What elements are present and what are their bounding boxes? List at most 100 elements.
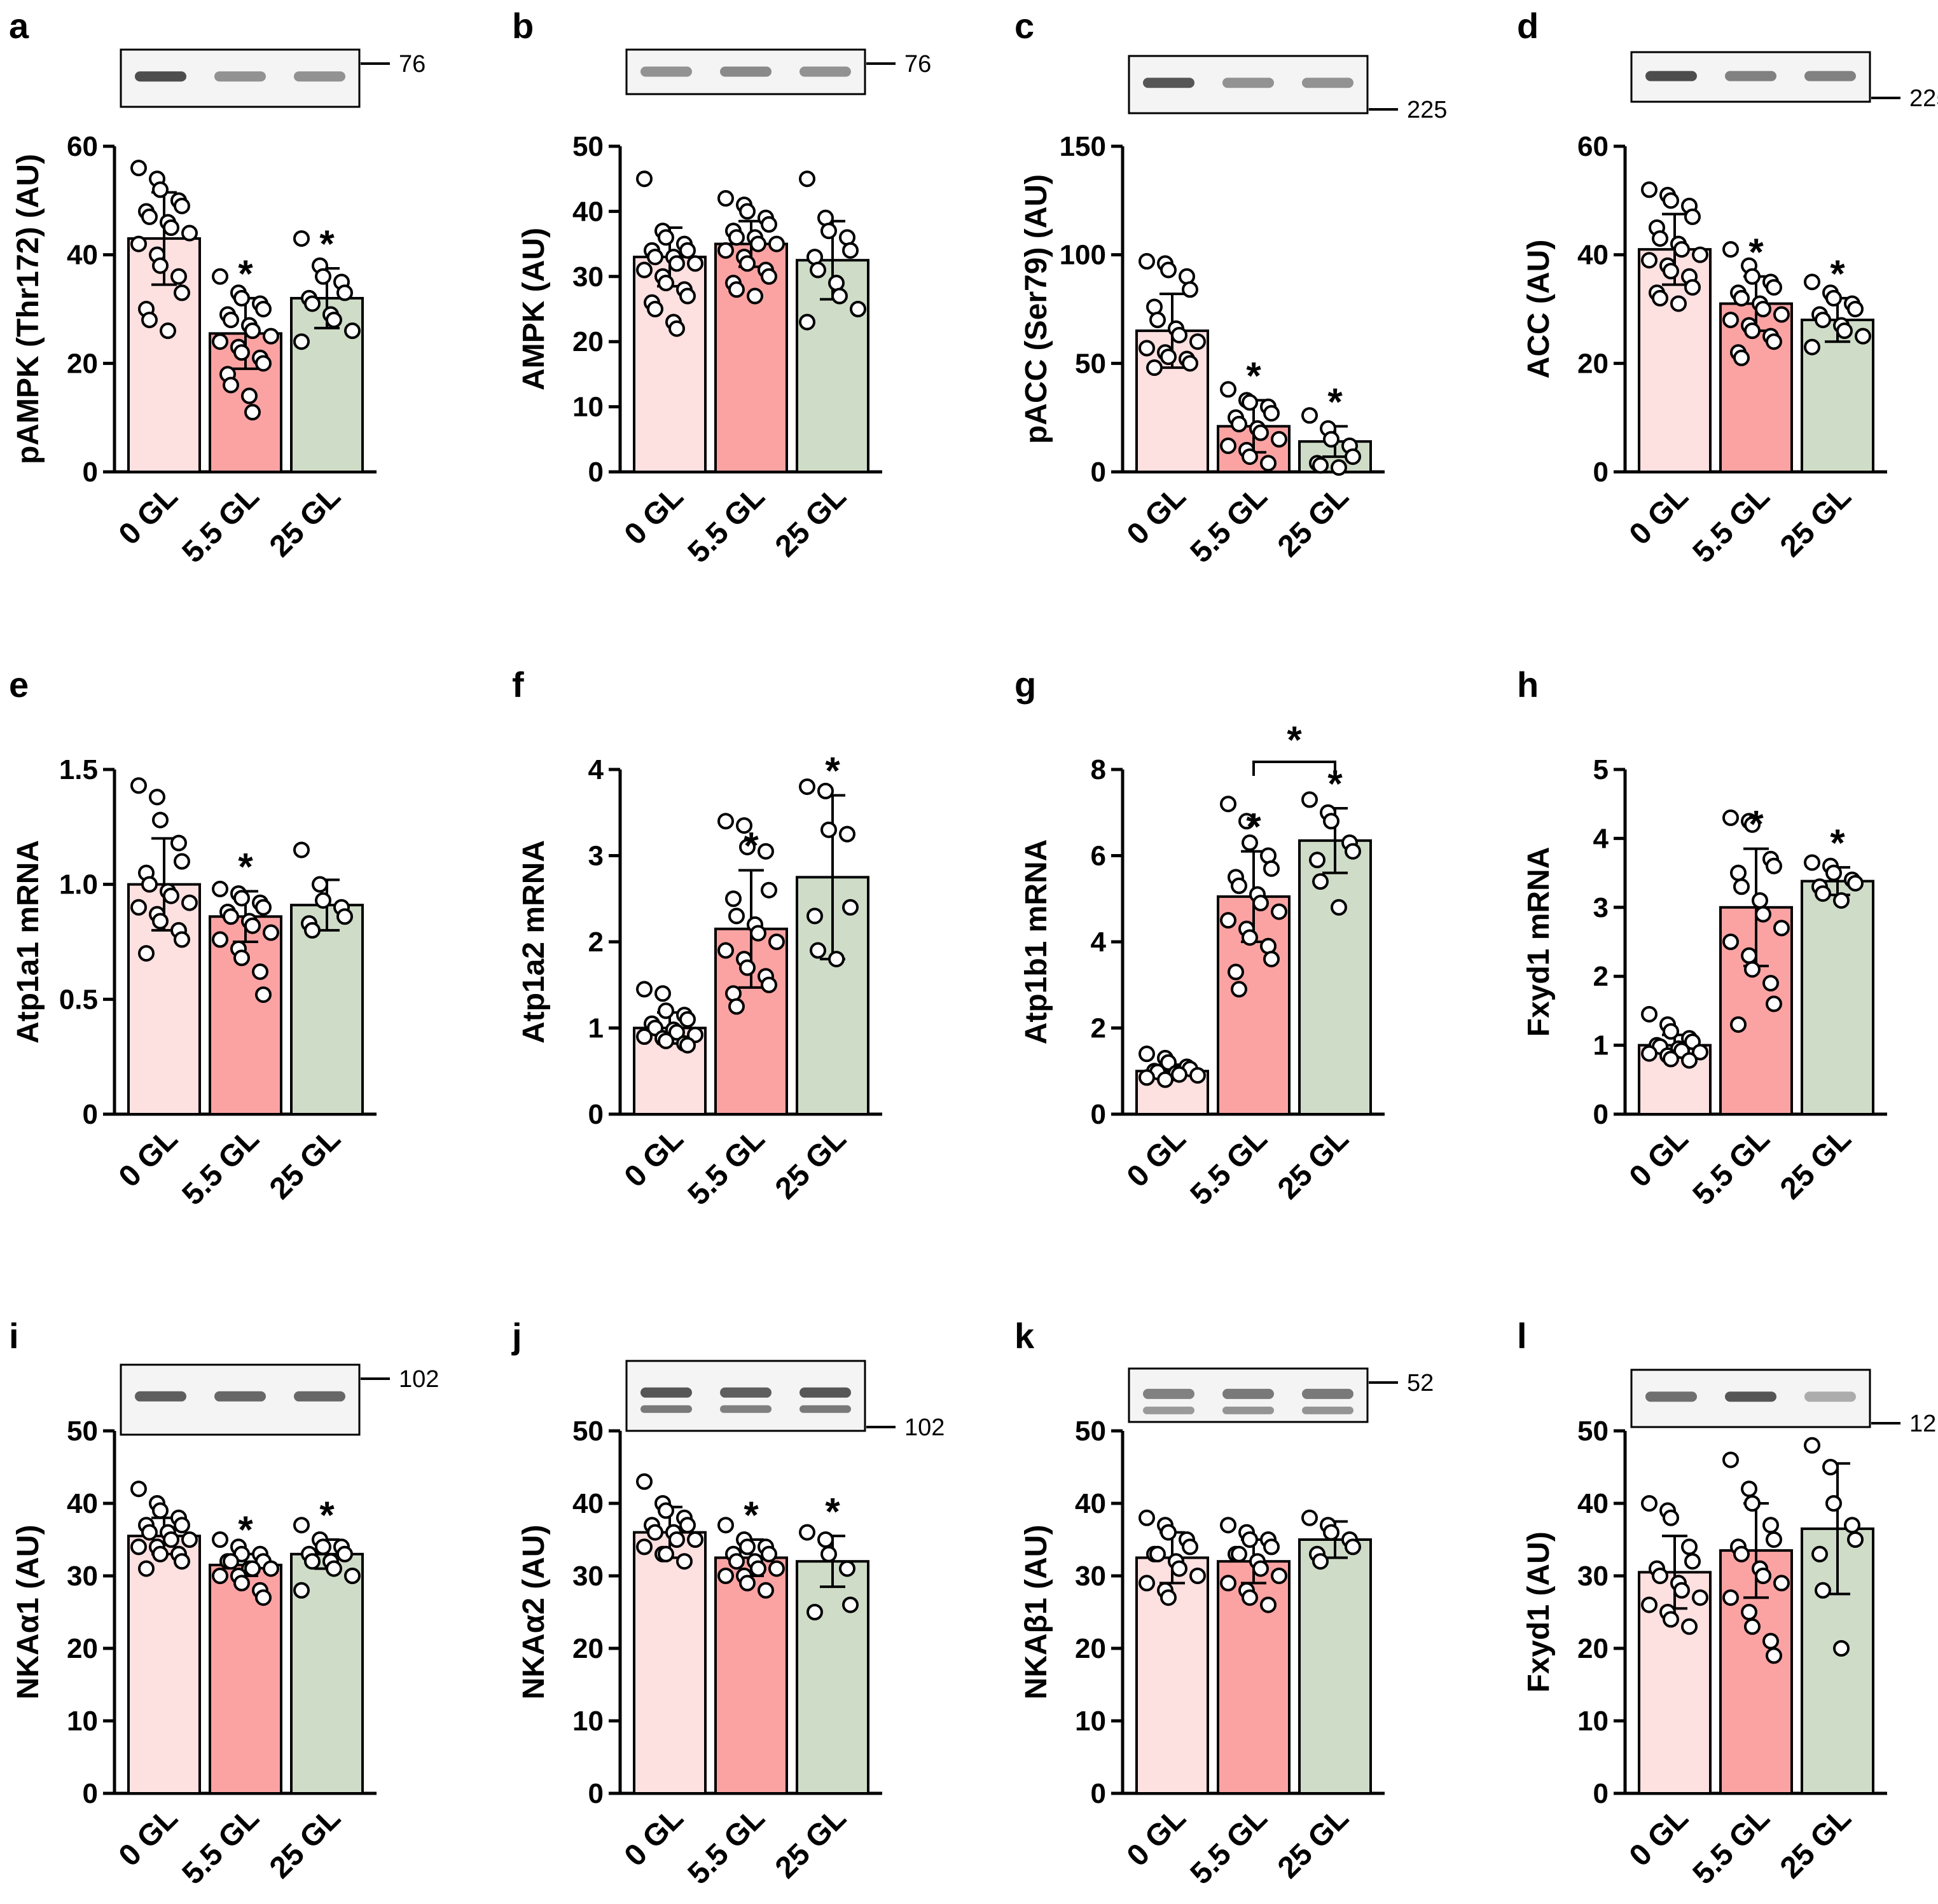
mw-marker-label: 76 bbox=[399, 51, 426, 78]
data-point bbox=[725, 890, 742, 907]
data-point bbox=[799, 778, 815, 796]
western-blot: 225 bbox=[1128, 55, 1447, 123]
data-point bbox=[1752, 892, 1768, 909]
category-label: 25 GL bbox=[263, 479, 347, 563]
data-point bbox=[1804, 338, 1820, 355]
data-point bbox=[304, 921, 321, 939]
blot-band-lower bbox=[1222, 1406, 1274, 1414]
data-point bbox=[758, 1582, 774, 1599]
blot-band-lower bbox=[1302, 1406, 1353, 1414]
significance-star: * bbox=[1830, 822, 1845, 864]
y-tick-label: 10 bbox=[572, 1706, 604, 1737]
mw-marker-label: 102 bbox=[904, 1414, 945, 1441]
blot-band-lower bbox=[640, 1405, 692, 1413]
data-point bbox=[223, 908, 239, 925]
data-point bbox=[817, 782, 834, 799]
data-point bbox=[1744, 268, 1761, 285]
y-tick-label: 3 bbox=[1593, 892, 1609, 923]
y-tick-label: 30 bbox=[1577, 1561, 1609, 1592]
category-label: 0 GL bbox=[113, 1122, 184, 1194]
data-point bbox=[1252, 895, 1269, 912]
data-point bbox=[842, 899, 859, 916]
data-point bbox=[658, 229, 674, 246]
data-point bbox=[717, 242, 734, 259]
data-point bbox=[1755, 1568, 1771, 1584]
western-blot: 76 bbox=[625, 48, 931, 95]
blot-band bbox=[1143, 1388, 1194, 1399]
data-point bbox=[336, 1545, 353, 1563]
category-label: 25 GL bbox=[769, 479, 853, 563]
data-point bbox=[1252, 424, 1269, 441]
y-tick-label: 10 bbox=[1577, 1706, 1609, 1737]
blot-band bbox=[294, 71, 345, 82]
data-point bbox=[1220, 1517, 1236, 1534]
data-point bbox=[1220, 381, 1236, 398]
blot-band bbox=[135, 71, 186, 82]
data-point bbox=[687, 1531, 703, 1548]
data-point bbox=[1722, 312, 1739, 329]
y-axis-label: Atp1a1 mRNA bbox=[11, 840, 45, 1044]
data-point bbox=[344, 322, 361, 340]
y-axis-label: NKAβ1 (AU) bbox=[1020, 1525, 1053, 1700]
bracket-star: * bbox=[1287, 719, 1302, 761]
data-point bbox=[160, 322, 176, 340]
data-point bbox=[668, 1024, 685, 1041]
data-point bbox=[1149, 1545, 1166, 1563]
category-label: 0 GL bbox=[1121, 479, 1193, 551]
data-point bbox=[163, 887, 179, 904]
data-point bbox=[1833, 892, 1850, 909]
data-point bbox=[1345, 1538, 1361, 1556]
data-point bbox=[806, 907, 823, 925]
panel-d: d 0 20 40 60 ACC (AU) 0 GL * 5.5 GL * 25 GL 225 bbox=[1517, 6, 1938, 570]
y-tick-label: 4 bbox=[1593, 823, 1609, 854]
data-point bbox=[1231, 415, 1247, 432]
data-point bbox=[149, 789, 165, 806]
data-point bbox=[1641, 1596, 1658, 1613]
data-point bbox=[233, 344, 250, 361]
category-label: 5.5 GL bbox=[1687, 479, 1776, 569]
data-point bbox=[233, 890, 250, 907]
data-point bbox=[1182, 355, 1198, 372]
data-point bbox=[1189, 1067, 1206, 1084]
western-blot: 102 bbox=[120, 1363, 439, 1436]
data-point bbox=[212, 1531, 228, 1548]
data-point bbox=[1766, 279, 1782, 296]
data-point bbox=[1663, 1051, 1679, 1068]
category-label: 5.5 GL bbox=[682, 1801, 772, 1891]
data-point bbox=[647, 301, 663, 317]
data-point bbox=[255, 899, 272, 916]
data-point bbox=[1312, 1553, 1329, 1570]
data-point bbox=[1160, 1524, 1177, 1541]
data-point bbox=[679, 242, 696, 259]
data-point bbox=[152, 913, 169, 930]
bar-55GL bbox=[714, 1556, 788, 1795]
mw-marker-label: 225 bbox=[1407, 97, 1447, 123]
category-label: 0 GL bbox=[1121, 1122, 1193, 1194]
data-point bbox=[1242, 929, 1258, 946]
data-point bbox=[817, 1531, 834, 1548]
blot-band bbox=[1645, 1391, 1697, 1402]
y-tick-label: 6 bbox=[1091, 841, 1106, 872]
y-axis-label: AMPK (AU) bbox=[517, 228, 551, 390]
category-label: 5.5 GL bbox=[176, 1122, 266, 1211]
data-point bbox=[212, 1568, 228, 1584]
data-point bbox=[1231, 981, 1247, 998]
y-tick-label: 30 bbox=[572, 1561, 604, 1592]
blot-band bbox=[799, 1387, 851, 1398]
data-point bbox=[1762, 1632, 1779, 1650]
data-point bbox=[850, 301, 866, 317]
bar-25GL bbox=[1298, 839, 1372, 1115]
western-blot: 52 bbox=[1128, 1367, 1434, 1423]
data-point bbox=[750, 1560, 766, 1577]
y-tick-label: 2 bbox=[1593, 961, 1609, 992]
category-label: 25 GL bbox=[1271, 479, 1355, 563]
data-point bbox=[1271, 903, 1287, 920]
category-label: 5.5 GL bbox=[176, 1801, 266, 1891]
data-point bbox=[761, 216, 777, 233]
data-point bbox=[141, 1524, 158, 1541]
y-tick-label: 40 bbox=[1577, 1488, 1609, 1519]
data-point bbox=[138, 945, 155, 962]
